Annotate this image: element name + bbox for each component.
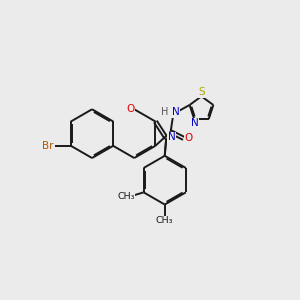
Text: N: N	[191, 118, 199, 128]
Text: Br: Br	[42, 141, 54, 151]
Text: H: H	[161, 107, 169, 117]
Text: N: N	[172, 107, 179, 117]
Text: O: O	[184, 134, 192, 143]
Text: O: O	[127, 104, 135, 114]
Text: CH₃: CH₃	[156, 216, 173, 225]
Text: CH₃: CH₃	[117, 192, 135, 201]
Text: S: S	[198, 87, 205, 97]
Text: N: N	[168, 132, 176, 142]
